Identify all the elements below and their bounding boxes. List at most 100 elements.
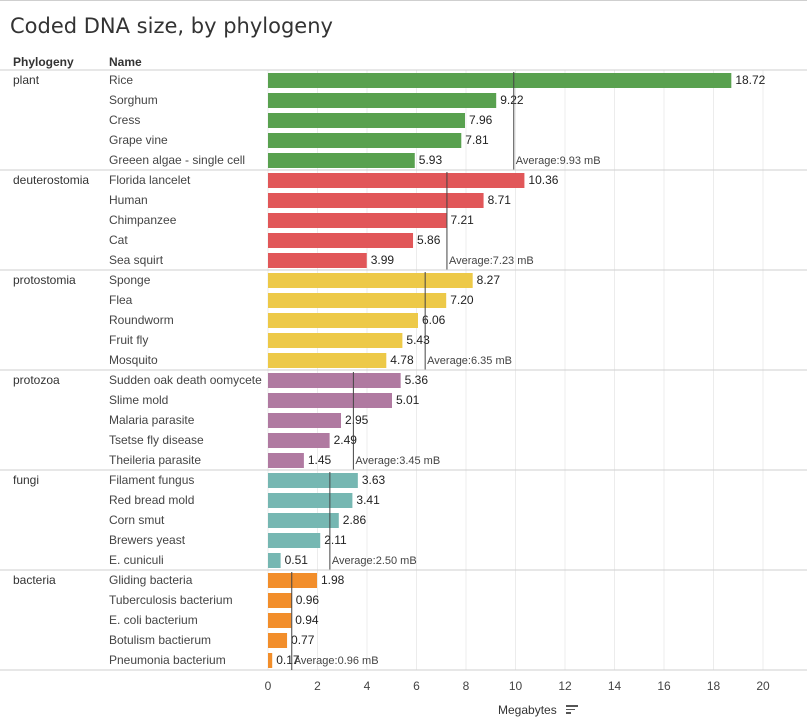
bar-value-label: 3.99 — [371, 253, 395, 267]
bar-value-label: 1.98 — [321, 573, 345, 587]
average-label: Average:0.96 mB — [294, 655, 379, 667]
bar — [268, 153, 415, 168]
species-name-label: E. cuniculi — [109, 553, 164, 567]
species-name-label: E. coli bacterium — [109, 613, 198, 627]
average-label: Average:3.45 mB — [355, 455, 440, 467]
species-name-label: Fruit fly — [109, 333, 148, 347]
phylogeny-label: deuterostomia — [13, 173, 89, 187]
bar — [268, 73, 732, 88]
sort-icon[interactable] — [566, 705, 578, 715]
bar — [268, 113, 466, 128]
bar-value-label: 0.94 — [295, 613, 319, 627]
x-tick-label: 6 — [413, 679, 420, 693]
species-name-label: Malaria parasite — [109, 413, 195, 427]
species-name-label: Tsetse fly disease — [109, 433, 204, 447]
bar-value-label: 7.20 — [450, 293, 474, 307]
bar-value-label: 0.77 — [291, 633, 315, 647]
species-name-label: Tuberculosis bacterium — [109, 593, 233, 607]
bar — [268, 433, 330, 448]
bar-value-label: 5.43 — [406, 333, 430, 347]
species-name-label: Sea squirt — [109, 253, 164, 267]
bar — [268, 513, 339, 528]
bar-value-label: 3.41 — [356, 493, 380, 507]
bar — [268, 613, 292, 628]
species-name-label: Brewers yeast — [109, 533, 186, 547]
species-name-label: Botulism bactierum — [109, 633, 211, 647]
bar-value-label: 4.78 — [390, 353, 414, 367]
species-name-label: Florida lancelet — [109, 173, 191, 187]
species-name-label: Human — [109, 193, 148, 207]
bar-value-label: 3.63 — [362, 473, 386, 487]
bar — [268, 133, 462, 148]
phylogeny-label: protostomia — [13, 273, 76, 287]
bar — [268, 653, 273, 668]
x-tick-label: 18 — [707, 679, 721, 693]
species-name-label: Grape vine — [109, 133, 168, 147]
bar — [268, 293, 447, 308]
bar — [268, 253, 367, 268]
x-axis-title: Megabytes — [498, 703, 557, 717]
name-column-header[interactable]: Name — [109, 55, 142, 69]
species-name-label: Filament fungus — [109, 473, 194, 487]
species-name-label: Sudden oak death oomycete — [109, 373, 262, 387]
bar — [268, 413, 342, 428]
x-tick-label: 16 — [657, 679, 671, 693]
bar — [268, 93, 497, 108]
bar-value-label: 7.81 — [465, 133, 489, 147]
bar — [268, 553, 281, 568]
species-name-label: Cress — [109, 113, 140, 127]
average-label: Average:6.35 mB — [427, 355, 512, 367]
bar — [268, 393, 392, 408]
chart-title: Coded DNA size, by phylogeny — [10, 14, 333, 38]
bar — [268, 353, 387, 368]
x-tick-label: 10 — [509, 679, 523, 693]
bar-value-label: 2.86 — [343, 513, 367, 527]
bar-value-label: 18.72 — [735, 73, 765, 87]
species-name-label: Mosquito — [109, 353, 158, 367]
bar — [268, 593, 292, 608]
bar — [268, 533, 321, 548]
bar-value-label: 1.45 — [308, 453, 332, 467]
bar-value-label: 0.51 — [285, 553, 309, 567]
bar-value-label: 5.01 — [396, 393, 420, 407]
x-tick-label: 0 — [265, 679, 272, 693]
bar-value-label: 5.36 — [405, 373, 429, 387]
species-name-label: Sorghum — [109, 93, 158, 107]
bar-value-label: 2.95 — [345, 413, 369, 427]
phylogeny-label: bacteria — [13, 573, 56, 587]
x-tick-label: 4 — [364, 679, 371, 693]
top-border — [0, 0, 807, 1]
average-label: Average:2.50 mB — [332, 555, 417, 567]
phylogeny-label: fungi — [13, 473, 39, 487]
bar — [268, 193, 484, 208]
bar — [268, 213, 447, 228]
bar — [268, 233, 414, 248]
bar — [268, 493, 353, 508]
species-name-label: Greeen algae - single cell — [109, 153, 245, 167]
bar — [268, 473, 358, 488]
bar-value-label: 6.06 — [422, 313, 446, 327]
bar-value-label: 7.96 — [469, 113, 493, 127]
bar — [268, 333, 403, 348]
x-tick-label: 12 — [558, 679, 572, 693]
species-name-label: Slime mold — [109, 393, 168, 407]
species-name-label: Roundworm — [109, 313, 174, 327]
species-name-label: Red bread mold — [109, 493, 194, 507]
bar-value-label: 0.96 — [296, 593, 320, 607]
average-label: Average:7.23 mB — [449, 255, 534, 267]
species-name-label: Pneumonia bacterium — [109, 653, 226, 667]
bar — [268, 453, 304, 468]
bar-value-label: 2.11 — [324, 533, 347, 547]
bar-value-label: 0.17 — [276, 653, 300, 667]
bar-value-label: 8.27 — [477, 273, 501, 287]
species-name-label: Cat — [109, 233, 128, 247]
x-tick-label: 14 — [608, 679, 622, 693]
species-name-label: Gliding bacteria — [109, 573, 193, 587]
bar-value-label: 8.71 — [488, 193, 512, 207]
species-name-label: Corn smut — [109, 513, 165, 527]
bar — [268, 273, 473, 288]
phylogeny-column-header[interactable]: Phylogeny — [13, 55, 74, 69]
bar — [268, 373, 401, 388]
bar — [268, 313, 418, 328]
